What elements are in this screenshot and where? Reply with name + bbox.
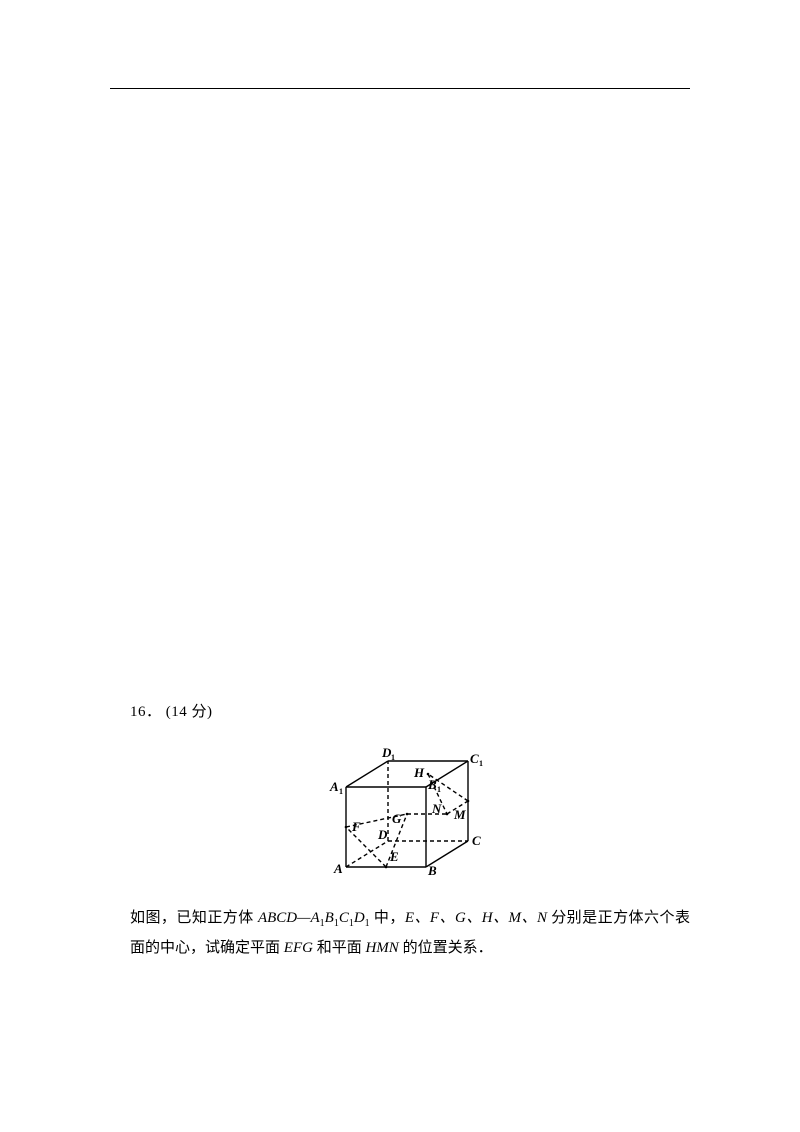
svg-text:B: B: [427, 863, 437, 878]
svg-text:G: G: [392, 811, 402, 826]
svg-text:M: M: [453, 807, 466, 822]
plane-2: HMN: [365, 940, 398, 956]
problem-number: 16．: [130, 704, 162, 720]
svg-text:1: 1: [479, 759, 483, 768]
text-seg: 的位置关系．: [399, 940, 493, 956]
svg-text:1: 1: [391, 753, 395, 762]
plane-1: EFG: [284, 940, 313, 956]
svg-text:C: C: [472, 833, 481, 848]
svg-text:C: C: [470, 751, 479, 766]
cube-diagram: ABCDA1B1C1D1EFGHMN: [320, 733, 500, 883]
problem-block: 16． (14 分) ABCDA1B1C1D1EFGHMN 如图，已知正方体 A…: [130, 700, 690, 963]
points-list: E、F、G、H、M、N: [405, 910, 547, 926]
svg-text:1: 1: [339, 787, 343, 796]
cube-name: ABCD—A1B1C1D1: [258, 910, 370, 926]
svg-text:E: E: [389, 849, 399, 864]
text-seg: 和平面: [313, 940, 366, 956]
problem-points: (14 分): [166, 704, 213, 720]
problem-label: 16． (14 分): [130, 700, 690, 721]
svg-text:1: 1: [437, 785, 441, 794]
svg-text:F: F: [351, 819, 361, 834]
svg-text:H: H: [413, 765, 425, 780]
figure-wrap: ABCDA1B1C1D1EFGHMN: [130, 733, 690, 888]
svg-text:A: A: [333, 861, 343, 876]
svg-text:B: B: [427, 777, 437, 792]
text-seg: 的中心，试确定平面: [145, 940, 284, 956]
svg-text:D: D: [377, 827, 388, 842]
text-seg: 如图，已知正方体: [130, 910, 258, 926]
problem-text: 如图，已知正方体 ABCD—A1B1C1D1 中，E、F、G、H、M、N 分别是…: [130, 904, 690, 963]
svg-text:N: N: [431, 801, 442, 816]
svg-text:A: A: [329, 779, 339, 794]
text-seg: 中，: [370, 910, 405, 926]
top-rule: [110, 88, 690, 89]
